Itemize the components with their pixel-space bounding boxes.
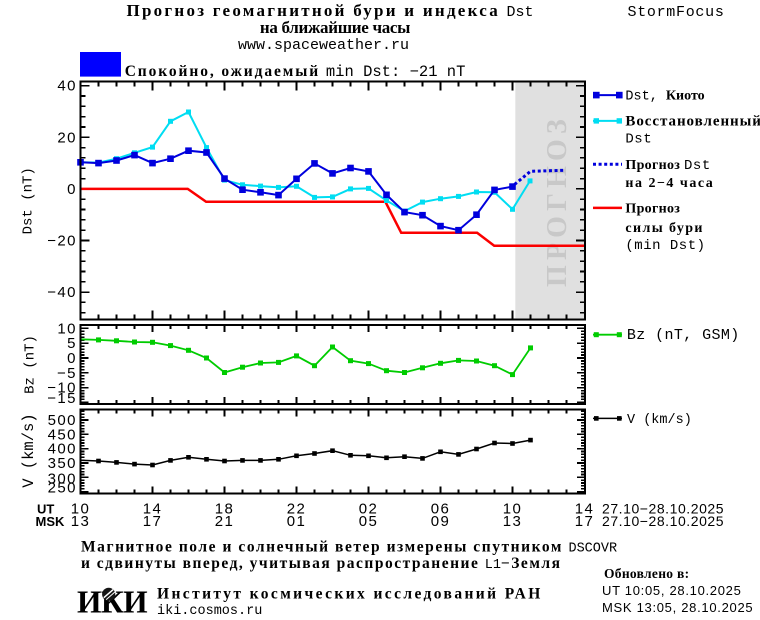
svg-text:10: 10 (503, 501, 523, 518)
svg-text:06: 06 (431, 501, 451, 518)
svg-text:Dst: Dst (625, 132, 652, 148)
svg-text:27.10−28.10.2025: 27.10−28.10.2025 (602, 513, 724, 529)
svg-text:0: 0 (67, 181, 77, 198)
svg-text:22: 22 (287, 501, 307, 518)
svg-text:40: 40 (57, 78, 77, 95)
svg-text:−40: −40 (47, 284, 77, 301)
svg-text:10: 10 (71, 501, 91, 518)
svg-text:Обновлено в:: Обновлено в: (604, 566, 689, 581)
svg-text:−10: −10 (47, 380, 77, 397)
svg-text:и сдвинуты вперед, учитывая ра: и сдвинуты вперед, учитывая распростране… (81, 555, 561, 573)
svg-text:400: 400 (48, 441, 77, 458)
svg-text:Dst, Киото: Dst, Киото (625, 89, 704, 105)
svg-text:350: 350 (48, 455, 77, 472)
svg-text:на 2−4 часа: на 2−4 часа (625, 176, 714, 191)
svg-text:14: 14 (575, 501, 595, 518)
svg-text:Прогноз: Прогноз (625, 201, 680, 216)
svg-text:500: 500 (48, 412, 77, 429)
svg-text:5: 5 (67, 335, 77, 352)
svg-text:250: 250 (48, 480, 77, 497)
svg-text:21: 21 (215, 513, 235, 530)
svg-text:20: 20 (57, 129, 77, 146)
svg-text:300: 300 (48, 471, 77, 488)
svg-text:ПРОГНОЗ: ПРОГНОЗ (542, 114, 573, 287)
svg-text:V (km/s): V (km/s) (20, 413, 38, 487)
svg-text:Институт космических исследова: Институт космических исследований РАН (157, 586, 543, 603)
svg-text:StormFocus: StormFocus (628, 4, 725, 21)
svg-text:iki.cosmos.ru: iki.cosmos.ru (157, 604, 262, 619)
svg-text:MSK 13:05, 28.10.2025: MSK 13:05, 28.10.2025 (602, 600, 753, 615)
svg-text:05: 05 (359, 513, 379, 530)
svg-text:UT: UT (37, 502, 54, 517)
svg-text:Dst (nT): Dst (nT) (21, 167, 37, 234)
svg-text:−20: −20 (47, 233, 77, 250)
svg-text:13: 13 (503, 513, 523, 530)
svg-text:02: 02 (359, 501, 379, 518)
svg-text:Прогноз геомагнитной бури и ин: Прогноз геомагнитной бури и индекса Dst (127, 1, 534, 21)
svg-text:13: 13 (71, 513, 91, 530)
svg-text:14: 14 (143, 501, 163, 518)
svg-text:−15: −15 (47, 390, 77, 407)
svg-text:V (km/s): V (km/s) (627, 413, 692, 428)
svg-text:01: 01 (287, 513, 307, 530)
svg-text:Bz (nT): Bz (nT) (23, 335, 39, 394)
svg-text:450: 450 (48, 426, 77, 443)
svg-text:18: 18 (215, 501, 235, 518)
svg-text:10: 10 (57, 320, 77, 337)
svg-text:Восстановленный: Восстановленный (625, 114, 760, 130)
svg-text:MSK: MSK (36, 514, 66, 529)
svg-text:17: 17 (143, 513, 163, 530)
svg-text:www.spaceweather.ru: www.spaceweather.ru (238, 37, 409, 54)
svg-text:(min Dst): (min Dst) (625, 238, 705, 254)
svg-text:0: 0 (67, 350, 77, 367)
svg-text:09: 09 (431, 513, 451, 530)
svg-text:UT 10:05, 28.10.2025: UT 10:05, 28.10.2025 (602, 583, 742, 598)
svg-text:−5: −5 (57, 365, 77, 382)
svg-text:на ближайшие часы: на ближайшие часы (260, 18, 410, 37)
svg-text:Магнитное поле и солнечный вет: Магнитное поле и солнечный ветер измерен… (81, 539, 617, 557)
svg-text:Прогноз Dst: Прогноз Dst (625, 158, 710, 174)
svg-text:силы бури: силы бури (625, 221, 704, 236)
svg-text:Bz (nT, GSM): Bz (nT, GSM) (627, 327, 740, 344)
svg-text:27.10−28.10.2025: 27.10−28.10.2025 (602, 501, 724, 517)
svg-text:Спокойно, ожидаемый min Dst: −: Спокойно, ожидаемый min Dst: −21 nT (125, 63, 466, 81)
svg-text:17: 17 (575, 513, 595, 530)
